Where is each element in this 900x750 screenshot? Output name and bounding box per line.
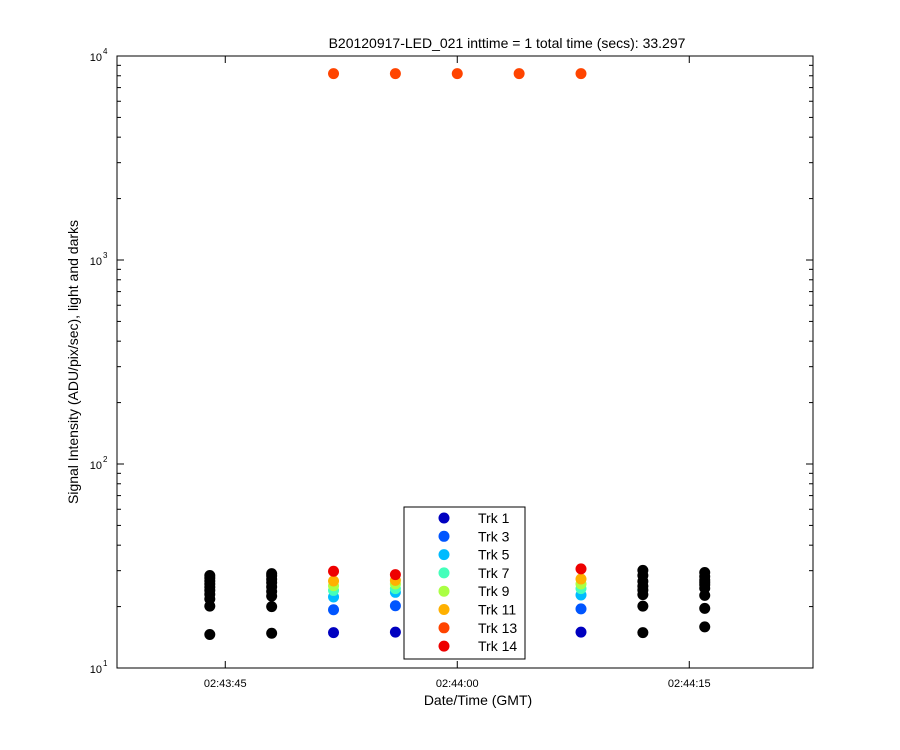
legend-marker-trk-7 bbox=[438, 567, 450, 579]
point-trk-13 bbox=[328, 68, 340, 80]
dark-point bbox=[699, 602, 711, 614]
point-trk-14 bbox=[328, 565, 340, 577]
legend-label-trk-5: Trk 5 bbox=[478, 547, 510, 563]
dark-point bbox=[699, 621, 711, 633]
point-trk-13 bbox=[389, 68, 401, 80]
dark-point bbox=[266, 601, 278, 613]
x-tick-label: 02:44:00 bbox=[436, 678, 479, 690]
dark-point bbox=[699, 566, 711, 578]
data-points bbox=[204, 68, 711, 640]
dark-point bbox=[637, 627, 649, 639]
x-axis-label: Date/Time (GMT) bbox=[424, 692, 532, 708]
point-trk-3 bbox=[575, 603, 587, 615]
y-tick-label: 10 bbox=[90, 460, 102, 472]
point-trk-11 bbox=[328, 575, 340, 587]
point-trk-1 bbox=[328, 627, 340, 639]
x-tick-label: 02:43:45 bbox=[204, 678, 247, 690]
point-trk-3 bbox=[328, 604, 340, 616]
legend-label-trk-14: Trk 14 bbox=[478, 638, 517, 654]
dark-point bbox=[637, 600, 649, 612]
legend-marker-trk-5 bbox=[438, 549, 450, 561]
point-trk-3 bbox=[389, 600, 401, 612]
y-tick-exponent: 2 bbox=[103, 455, 108, 464]
y-tick-label: 10 bbox=[90, 664, 102, 676]
point-trk-13 bbox=[513, 68, 525, 80]
legend-label-trk-9: Trk 9 bbox=[478, 583, 510, 599]
point-trk-1 bbox=[389, 626, 401, 638]
y-tick-label: 10 bbox=[90, 256, 102, 268]
y-tick-exponent: 4 bbox=[103, 47, 108, 56]
legend-label-trk-7: Trk 7 bbox=[478, 565, 510, 581]
point-trk-13 bbox=[451, 68, 463, 80]
dark-point bbox=[266, 627, 278, 639]
chart-title: B20120917-LED_021 inttime = 1 total time… bbox=[329, 35, 686, 51]
dark-point bbox=[204, 570, 216, 582]
legend-label-trk-13: Trk 13 bbox=[478, 620, 517, 636]
y-tick-exponent: 3 bbox=[103, 251, 108, 260]
legend-marker-trk-9 bbox=[438, 585, 450, 597]
y-axis-label: Signal Intensity (ADU/pix/sec), light an… bbox=[65, 220, 81, 504]
y-tick-label: 10 bbox=[90, 52, 102, 64]
x-axis: 02:43:45 02:44:00 02:44:15 bbox=[204, 56, 711, 690]
legend-label-trk-11: Trk 11 bbox=[478, 602, 516, 618]
legend-marker-trk-11 bbox=[438, 604, 450, 615]
point-trk-1 bbox=[575, 626, 587, 638]
x-tick-label: 02:44:15 bbox=[668, 678, 711, 690]
point-trk-14 bbox=[575, 563, 587, 575]
legend: Trk 1 Trk 3 Trk 5 Trk 7 Trk 9 Trk 11 Trk 13 Trk… bbox=[403, 506, 526, 660]
legend-marker-trk-3 bbox=[438, 530, 450, 542]
dark-point bbox=[637, 564, 649, 576]
legend-marker-trk-14 bbox=[438, 640, 450, 652]
legend-marker-trk-1 bbox=[438, 512, 450, 524]
point-trk-11 bbox=[575, 573, 587, 585]
y-tick-exponent: 1 bbox=[103, 659, 108, 668]
legend-label-trk-1: Trk 1 bbox=[478, 510, 510, 526]
legend-box bbox=[403, 506, 526, 660]
point-trk-13 bbox=[575, 68, 587, 80]
legend-label-trk-3: Trk 3 bbox=[478, 528, 510, 544]
dark-point bbox=[266, 568, 278, 580]
legend-marker-trk-13 bbox=[438, 622, 450, 634]
point-trk-14 bbox=[389, 569, 401, 581]
dark-point bbox=[204, 628, 216, 640]
